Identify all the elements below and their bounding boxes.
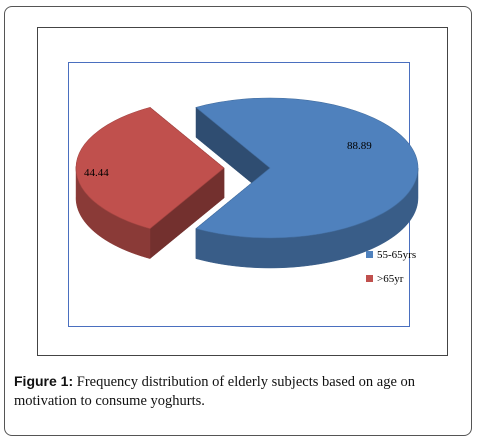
legend-swatch-0: [366, 251, 373, 258]
legend-label-0: 55-65yrs: [377, 249, 416, 261]
legend-label-1: >65yr: [377, 273, 404, 285]
data-label-1: 44.44: [84, 167, 109, 179]
pie-slice-0: [195, 97, 419, 269]
legend-swatch-1: [366, 275, 373, 282]
figure-caption: Figure 1: Frequency distribution of elde…: [14, 372, 464, 411]
caption-label: Figure 1:: [14, 373, 74, 389]
caption-text: Frequency distribution of elderly subjec…: [14, 374, 416, 409]
pie-slice-top-0: [195, 97, 419, 239]
data-label-0: 88.89: [347, 140, 372, 152]
pie-slice-1: [75, 106, 225, 260]
pie-slice-top-1: [75, 107, 225, 229]
